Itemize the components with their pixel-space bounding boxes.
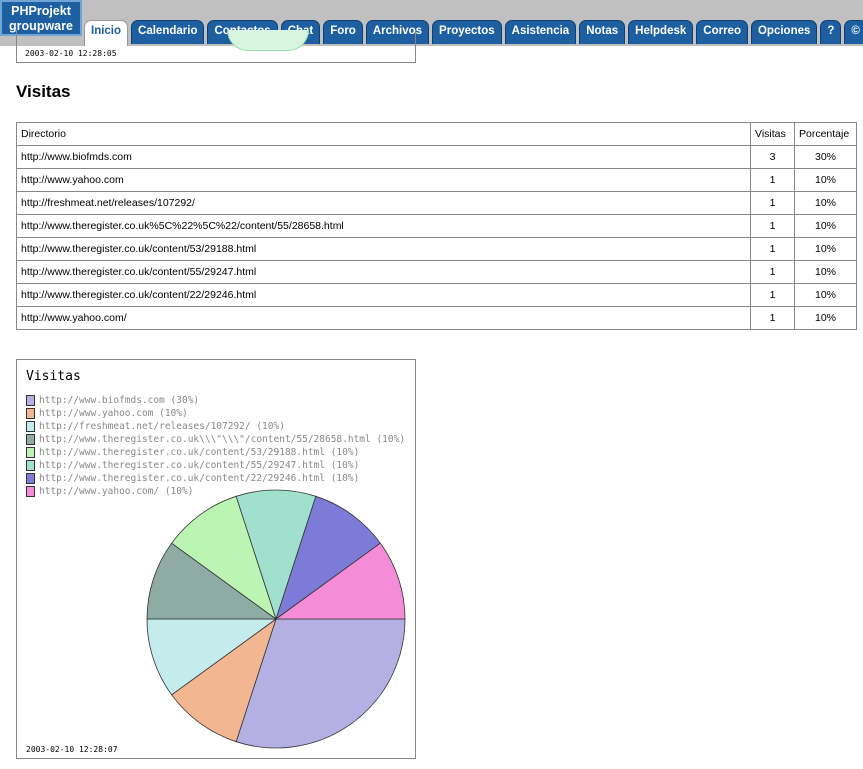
cell-directorio: http://www.theregister.co.uk%5C%22%5C%22…	[15, 214, 752, 238]
table-row: http://freshmeat.net/releases/107292/1 10…	[15, 191, 857, 215]
legend-label: http://www.theregister.co.uk/content/53/…	[39, 447, 360, 458]
legend-entry: http://www.theregister.co.uk\\\"\\\"/con…	[26, 433, 405, 446]
table-row: http://www.theregister.co.uk/content/22/…	[15, 283, 857, 307]
cell-porcentaje: 10%	[794, 168, 857, 192]
pie-slice	[275, 495, 381, 621]
tab-4[interactable]: Foro	[323, 20, 363, 44]
legend-entry: http://www.yahoo.com (10%)	[26, 407, 405, 420]
cell-directorio: http://www.yahoo.com	[15, 168, 752, 192]
legend-swatch	[26, 460, 35, 471]
tab-1[interactable]: Calendario	[131, 20, 205, 44]
cell-porcentaje: 10%	[794, 214, 857, 238]
table-row: http://www.biofmds.com 3 30%	[15, 145, 857, 169]
cell-porcentaje: 10%	[794, 191, 857, 215]
legend-label: http://www.biofmds.com (30%)	[39, 395, 200, 406]
legend-label: http://www.yahoo.com/ (10%)	[39, 486, 194, 497]
pie-slice	[146, 542, 278, 620]
legend-label: http://www.theregister.co.uk/content/22/…	[39, 473, 360, 484]
previous-chart-timestamp: 2003-02-10 12:28:05	[25, 49, 117, 58]
cell-directorio: http://www.theregister.co.uk/content/22/…	[15, 283, 752, 307]
tab-8[interactable]: Notas	[579, 20, 626, 44]
tab-5[interactable]: Archivos	[365, 20, 430, 44]
pie-slice	[235, 618, 406, 749]
legend-swatch	[26, 447, 35, 458]
legend-label: http://freshmeat.net/releases/107292/ (1…	[39, 421, 285, 432]
tab-7[interactable]: Asistencia	[504, 20, 577, 44]
tab-12[interactable]: ?	[820, 20, 842, 44]
chart-legend: http://www.biofmds.com (30%) http://www.y…	[26, 394, 405, 498]
cell-directorio: http://www.biofmds.com	[15, 145, 752, 169]
table-row: http://www.theregister.co.uk%5C%22%5C%22…	[15, 214, 857, 238]
cell-directorio: http://www.theregister.co.uk/content/53/…	[15, 237, 752, 261]
cell-porcentaje: 10%	[794, 283, 857, 307]
tab-0[interactable]: Inicio	[84, 20, 129, 46]
legend-entry: http://www.biofmds.com (30%)	[26, 394, 405, 407]
legend-entry: http://www.theregister.co.uk/content/53/…	[26, 446, 405, 459]
page-title: Visitas	[16, 82, 71, 101]
header-directorio: Directorio	[15, 122, 752, 146]
table-row: http://www.yahoo.com/1 10%	[15, 306, 857, 330]
legend-swatch	[26, 473, 35, 484]
previous-chart-pie-fragment	[227, 30, 309, 51]
cell-visitas: 1	[750, 260, 795, 284]
cell-visitas: 1	[750, 191, 795, 215]
table-header-row: Directorio Visitas Porcentaje	[15, 122, 857, 146]
cell-directorio: http://www.theregister.co.uk/content/55/…	[15, 260, 752, 284]
cell-porcentaje: 10%	[794, 306, 857, 330]
legend-label: http://www.theregister.co.uk\\\"\\\"/con…	[39, 434, 406, 445]
cell-visitas: 1	[750, 168, 795, 192]
legend-entry: http://www.yahoo.com/ (10%)	[26, 485, 405, 498]
logo-line-1: PHProjekt	[11, 4, 71, 18]
cell-porcentaje: 30%	[794, 145, 857, 169]
cell-porcentaje: 10%	[794, 237, 857, 261]
pie-canvas	[146, 489, 406, 749]
app-logo[interactable]: PHProjekt groupware	[0, 0, 82, 36]
tab-11[interactable]: Opciones	[750, 20, 818, 44]
header-porcentaje: Porcentaje	[794, 122, 857, 146]
legend-label: http://www.theregister.co.uk/content/55/…	[39, 460, 360, 471]
legend-entry: http://freshmeat.net/releases/107292/ (1…	[26, 420, 405, 433]
table-row: http://www.theregister.co.uk/content/55/…	[15, 260, 857, 284]
cell-visitas: 1	[750, 306, 795, 330]
cell-directorio: http://freshmeat.net/releases/107292/	[15, 191, 752, 215]
cell-directorio: http://www.yahoo.com/	[15, 306, 752, 330]
cell-visitas: 1	[750, 237, 795, 261]
legend-entry: http://www.theregister.co.uk/content/22/…	[26, 472, 405, 485]
legend-swatch	[26, 421, 35, 432]
tab-10[interactable]: Correo	[696, 20, 748, 44]
header-visitas: Visitas	[750, 122, 795, 146]
cell-visitas: 3	[750, 145, 795, 169]
visits-table: Directorio Visitas Porcentaje http://www…	[15, 122, 857, 330]
table-row: http://www.yahoo.com 1 10%	[15, 168, 857, 192]
legend-swatch	[26, 434, 35, 445]
pie-slice	[171, 617, 277, 743]
previous-chart-frame: 2003-02-10 12:28:05	[16, 30, 416, 63]
chart-title: Visitas	[26, 369, 81, 384]
table-row: http://www.theregister.co.uk/content/53/…	[15, 237, 857, 261]
pie-slice	[146, 618, 278, 696]
cell-porcentaje: 10%	[794, 260, 857, 284]
tab-13[interactable]: ©	[844, 20, 863, 44]
pie-slice	[235, 489, 317, 621]
pie-slice	[274, 542, 406, 620]
legend-swatch	[26, 395, 35, 406]
legend-label: http://www.yahoo.com (10%)	[39, 408, 188, 419]
cell-visitas: 1	[750, 214, 795, 238]
chart-timestamp: 2003-02-10 12:28:07	[26, 745, 118, 754]
logo-line-2: groupware	[9, 19, 73, 33]
legend-swatch	[26, 408, 35, 419]
pie-slice	[171, 495, 277, 621]
tab-6[interactable]: Proyectos	[432, 20, 502, 44]
tab-9[interactable]: Helpdesk	[628, 20, 694, 44]
cell-visitas: 1	[750, 283, 795, 307]
legend-entry: http://www.theregister.co.uk/content/55/…	[26, 459, 405, 472]
visits-pie-chart: Visitas http://www.biofmds.com (30%) http…	[16, 359, 416, 759]
legend-swatch	[26, 486, 35, 497]
top-navigation-bar: PHProjekt groupware InicioCalendarioCont…	[0, 0, 863, 46]
